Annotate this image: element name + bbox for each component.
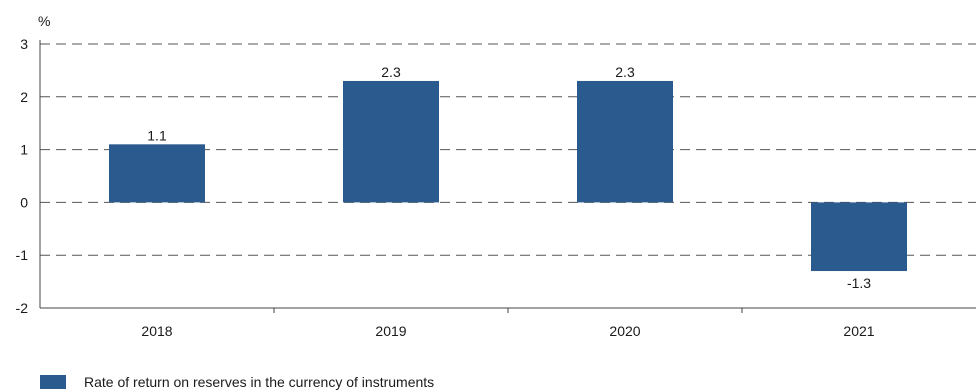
y-tick-label: 0 (20, 194, 28, 210)
data-label-2021: -1.3 (847, 275, 871, 291)
bar-2018 (109, 144, 205, 203)
y-tick-label: -1 (16, 247, 29, 263)
legend-label: Rate of return on reserves in the curren… (84, 374, 434, 390)
bar-2019 (343, 80, 439, 203)
x-tick-label: 2018 (141, 323, 172, 339)
x-tick-label: 2020 (609, 323, 640, 339)
y-axis-unit-label: % (38, 13, 50, 29)
data-label-2020: 2.3 (615, 64, 635, 80)
y-tick-label: 1 (20, 142, 28, 158)
bar-2021 (811, 202, 907, 272)
x-tick-label: 2021 (843, 323, 874, 339)
x-axis-tick-marks (273, 308, 743, 313)
gridlines (40, 43, 976, 256)
y-tick-label: 2 (20, 89, 28, 105)
bars (109, 80, 907, 272)
data-label-2018: 1.1 (147, 127, 167, 143)
y-tick-label: 3 (20, 36, 28, 52)
data-labels: 1.1 2.3 2.3 -1.3 (147, 64, 871, 291)
y-tick-label: -2 (16, 300, 29, 316)
y-axis-tick-labels: 3 2 1 0 -1 -2 (16, 36, 29, 316)
bar-2020 (577, 80, 673, 203)
data-label-2019: 2.3 (381, 64, 401, 80)
legend: Rate of return on reserves in the curren… (40, 374, 434, 390)
legend-swatch (40, 375, 66, 389)
x-axis-tick-labels: 2018 2019 2020 2021 (141, 323, 874, 339)
x-tick-label: 2019 (375, 323, 406, 339)
